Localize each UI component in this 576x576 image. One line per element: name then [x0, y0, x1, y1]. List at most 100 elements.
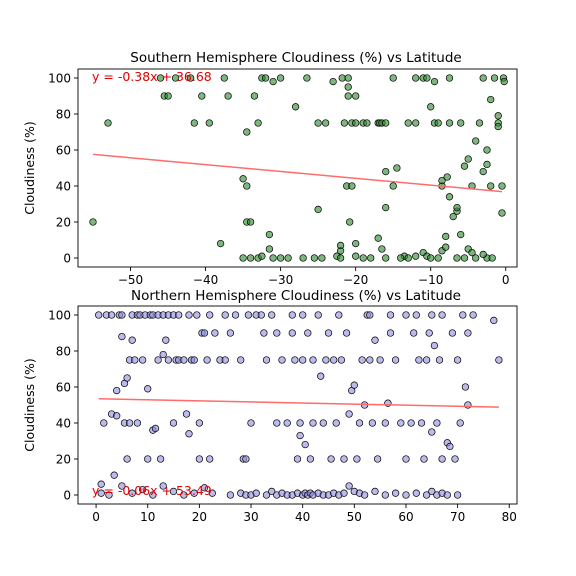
- y-tick-label: 20: [56, 453, 71, 467]
- scatter-point: [405, 120, 412, 127]
- scatter-point: [206, 312, 213, 319]
- scatter-point: [222, 312, 229, 319]
- scatter-point: [382, 168, 389, 175]
- scatter-point: [465, 330, 472, 337]
- scatter-point: [426, 330, 433, 337]
- scatter-point: [421, 456, 428, 463]
- x-tick-label: 10: [140, 510, 155, 524]
- scatter-point: [382, 420, 389, 427]
- scatter-point: [403, 492, 410, 499]
- x-tick-label: 0: [502, 273, 510, 287]
- scatter-point: [429, 429, 436, 436]
- scatter-point: [222, 357, 229, 364]
- x-tick-label: 20: [192, 510, 207, 524]
- y-tick-label: 0: [63, 252, 71, 266]
- scatter-point: [124, 375, 131, 382]
- scatter-point: [217, 240, 224, 247]
- scatter-point: [253, 490, 260, 497]
- scatter-point: [454, 492, 461, 499]
- scatter-point: [412, 75, 419, 82]
- scatter-point: [449, 330, 456, 337]
- scatter-point: [346, 411, 353, 418]
- scatter-point: [339, 75, 346, 82]
- y-axis-label: Cloudiness (%): [22, 358, 37, 451]
- scatter-point: [372, 337, 379, 344]
- scatter-point: [297, 432, 304, 439]
- scatter-point: [113, 387, 120, 394]
- scatter-point: [382, 492, 389, 499]
- scatter-point: [444, 174, 451, 181]
- x-tick-label: 50: [347, 510, 362, 524]
- scatter-point: [496, 357, 503, 364]
- scatter-point: [266, 246, 273, 253]
- scatter-point: [132, 357, 139, 364]
- scatter-point: [268, 312, 275, 319]
- scatter-point: [374, 456, 381, 463]
- scatter-point: [330, 78, 337, 85]
- scatter-point: [410, 330, 417, 337]
- scatter-point: [338, 357, 345, 364]
- scatter-point: [352, 240, 359, 247]
- scatter-point: [345, 75, 352, 82]
- scatter-point: [292, 104, 299, 111]
- scatter-point: [367, 312, 374, 319]
- scatter-point: [352, 253, 359, 260]
- scatter-point: [377, 357, 384, 364]
- scatter-point: [359, 357, 366, 364]
- scatter-point: [310, 357, 317, 364]
- scatter-point: [472, 255, 479, 262]
- scatter-point: [248, 420, 255, 427]
- scatter-point: [111, 472, 118, 479]
- x-tick-label: 80: [502, 510, 517, 524]
- scatter-point: [495, 123, 502, 130]
- scatter-point: [304, 75, 311, 82]
- scatter-point: [108, 312, 115, 319]
- scatter-point: [484, 147, 491, 154]
- scatter-point: [434, 420, 441, 427]
- scatter-point: [330, 357, 337, 364]
- scatter-point: [447, 443, 454, 450]
- scatter-point: [319, 255, 326, 262]
- scatter-point: [408, 420, 415, 427]
- scatter-point: [95, 312, 102, 319]
- scatter-point: [435, 255, 442, 262]
- scatter-point: [491, 317, 498, 324]
- southern-hemisphere-chart: Southern Hemisphere Cloudiness (%) vs La…: [22, 50, 517, 287]
- scatter-point: [446, 194, 453, 201]
- scatter-point: [284, 420, 291, 427]
- scatter-point: [274, 420, 281, 427]
- scatter-point: [480, 75, 487, 82]
- scatter-point: [495, 113, 502, 120]
- regression-line: [93, 154, 502, 191]
- scatter-point: [263, 357, 270, 364]
- scatter-point: [315, 120, 322, 127]
- scatter-point: [446, 120, 453, 127]
- scatter-point: [346, 219, 353, 226]
- scatter-point: [259, 253, 266, 260]
- scatter-point: [487, 96, 494, 103]
- plot-frame: [78, 69, 517, 267]
- y-axis-label: Cloudiness (%): [22, 121, 37, 214]
- scatter-point: [387, 312, 394, 319]
- scatter-point: [212, 330, 219, 337]
- scatter-point: [457, 420, 464, 427]
- scatter-point: [484, 161, 491, 168]
- scatter-point: [227, 492, 234, 499]
- regression-equation: y = -0.38x + 36.68: [92, 69, 212, 84]
- scatter-point: [183, 411, 190, 418]
- scatter-point: [341, 490, 348, 497]
- scatter-point: [163, 337, 170, 344]
- scatter-point: [274, 330, 281, 337]
- scatter-point: [444, 492, 451, 499]
- scatter-point: [113, 413, 120, 420]
- northern-hemisphere-chart: Northern Hemisphere Cloudiness (%) vs La…: [22, 288, 517, 524]
- scatter-point: [352, 93, 359, 100]
- scatter-point: [325, 330, 332, 337]
- scatter-point: [470, 312, 477, 319]
- x-tick-label: −40: [193, 273, 218, 287]
- scatter-point: [394, 165, 401, 172]
- scatter-points: [95, 312, 502, 499]
- scatter-point: [315, 206, 322, 213]
- scatter-point: [305, 330, 312, 337]
- scatter-point: [244, 183, 251, 190]
